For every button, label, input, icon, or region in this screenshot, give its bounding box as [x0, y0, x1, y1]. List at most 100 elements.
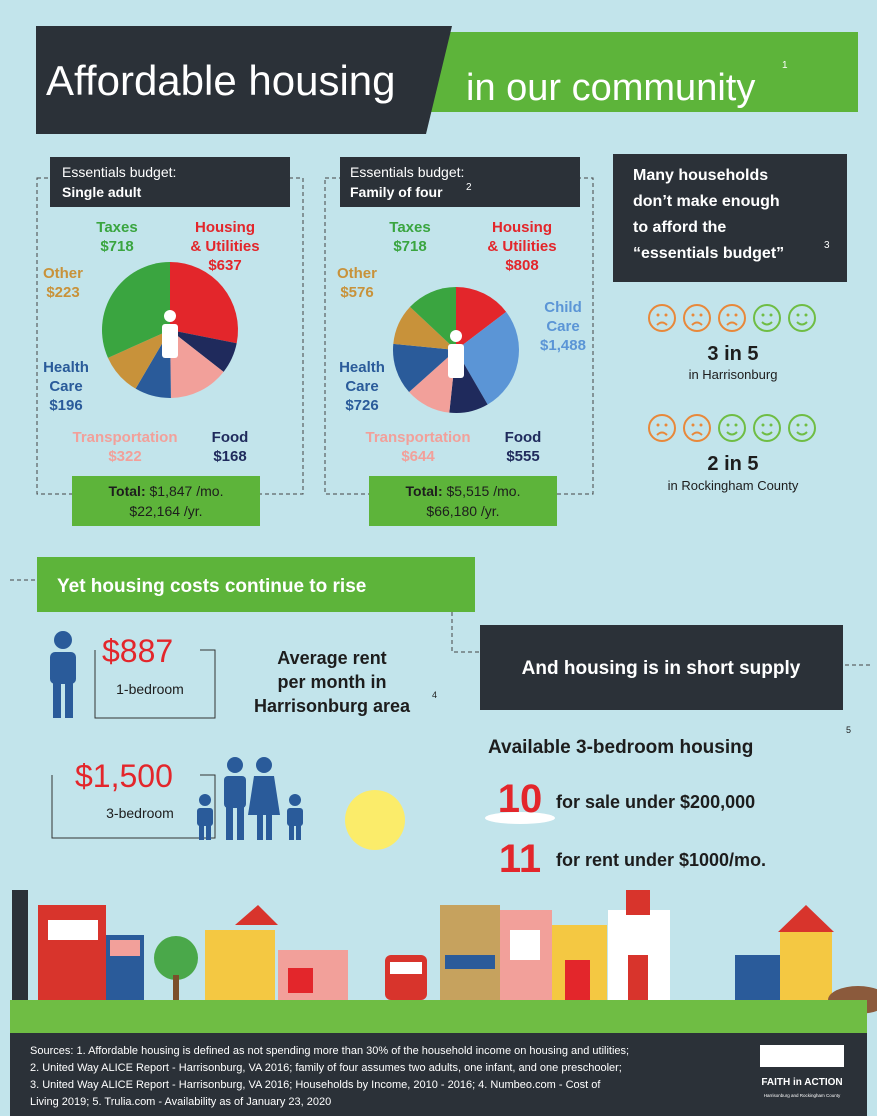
pie-slice [409, 350, 456, 413]
bracket [94, 649, 216, 719]
slice-value: $223 [46, 284, 79, 301]
rent-caption: Average rent [277, 648, 386, 668]
slice-value: $726 [345, 397, 378, 414]
slice-value: $808 [505, 257, 538, 274]
pie-slice [393, 343, 456, 393]
subtitle: in our community [466, 67, 755, 109]
total-yearly: $22,164 /yr. [129, 503, 202, 519]
town [12, 890, 877, 1014]
slice-name: Taxes [96, 219, 137, 236]
slice-name: Other [337, 265, 377, 282]
slice-name: Health [339, 359, 385, 376]
source-line: Living 2019; 5. Trulia.com - Availabilit… [30, 1096, 331, 1108]
face [718, 414, 746, 442]
face-eye [796, 313, 800, 317]
pie-slice [170, 330, 237, 372]
budget-heading: Essentials budget: [350, 164, 464, 180]
supply-count: 10 [498, 777, 543, 821]
face-mouth [796, 321, 808, 326]
slice-value: $555 [506, 448, 539, 465]
face-eye [804, 313, 808, 317]
budget-subheading: Family of four [350, 184, 443, 200]
face [753, 304, 781, 332]
total-monthly: $5,515 /mo. [447, 483, 521, 499]
rent-heading-box [37, 557, 475, 612]
budget-heading-box [50, 157, 290, 207]
pie-slice [107, 330, 170, 389]
face-mouth [691, 321, 703, 326]
face-eye [804, 423, 808, 427]
ground [10, 1000, 867, 1033]
slice-value: $1,488 [540, 337, 586, 354]
price: $887 [102, 633, 173, 669]
total: Total: $1,847 /mo. [109, 483, 224, 499]
face-mouth [796, 431, 808, 436]
face-mouth [761, 321, 773, 326]
sun [345, 790, 405, 850]
source-line: Sources: 1. Affordable housing is define… [30, 1045, 629, 1057]
pie-slice [393, 306, 456, 350]
supply-heading-box [480, 625, 843, 710]
face-eye [691, 313, 695, 317]
family-icon [197, 757, 303, 840]
note: 5 [846, 725, 851, 735]
face [648, 414, 676, 442]
shortfall-line: don’t make enough [633, 193, 780, 210]
face-eye [769, 423, 773, 427]
pie-slice [456, 287, 507, 350]
source-line: 3. United Way ALICE Report - Harrisonbur… [30, 1079, 601, 1091]
total: Total: $5,515 /mo. [406, 483, 521, 499]
slice-name: Food [212, 429, 249, 446]
source-line: 2. United Way ALICE Report - Harrisonbur… [30, 1062, 622, 1074]
face-eye [699, 313, 703, 317]
logo-name: FAITH in ACTION [761, 1077, 842, 1088]
pie-slice [170, 262, 238, 344]
cloud [485, 812, 555, 824]
people-icon [164, 310, 176, 322]
stat-place: in Harrisonburg [689, 367, 778, 382]
budget-heading: Essentials budget: [62, 164, 176, 180]
pie-slice [102, 262, 170, 358]
supply-count: 11 [499, 837, 541, 881]
face [788, 304, 816, 332]
note: 1 [782, 60, 788, 71]
face-eye [796, 423, 800, 427]
face-mouth [691, 431, 703, 436]
face [718, 304, 746, 332]
face-mouth [726, 321, 738, 326]
face [788, 414, 816, 442]
slice-name: Transportation [365, 429, 470, 446]
slice-name: Care [49, 378, 82, 395]
supply-text: for sale under $200,000 [556, 792, 755, 812]
face [683, 304, 711, 332]
face-mouth [726, 431, 738, 436]
slice-name: Housing [195, 219, 255, 236]
slice-value: $576 [340, 284, 373, 301]
faces [648, 304, 816, 442]
slice-name: Care [546, 318, 579, 335]
budget-subheading: Single adult [62, 184, 142, 200]
note: 2 [466, 182, 472, 193]
slice-name: Food [505, 429, 542, 446]
supply-subheading: Available 3-bedroom housing [488, 737, 753, 758]
bracket [51, 774, 216, 839]
people-icon [448, 344, 464, 378]
person-icon [50, 631, 76, 718]
face [648, 304, 676, 332]
slice-value: $637 [208, 257, 241, 274]
face-eye [691, 423, 695, 427]
slice-value: $196 [49, 397, 82, 414]
face-mouth [656, 321, 668, 326]
price: $1,500 [75, 758, 173, 794]
face-eye [664, 423, 668, 427]
people-icon [450, 330, 462, 342]
face-eye [734, 423, 738, 427]
shortfall-line: Many households [633, 167, 768, 184]
people-icon [162, 324, 178, 358]
note: 4 [432, 690, 437, 700]
slice-name: Transportation [72, 429, 177, 446]
shortfall-line: “essentials budget” [633, 245, 784, 262]
face-eye [656, 313, 660, 317]
slice-name: Care [345, 378, 378, 395]
slice-value: $718 [100, 238, 133, 255]
